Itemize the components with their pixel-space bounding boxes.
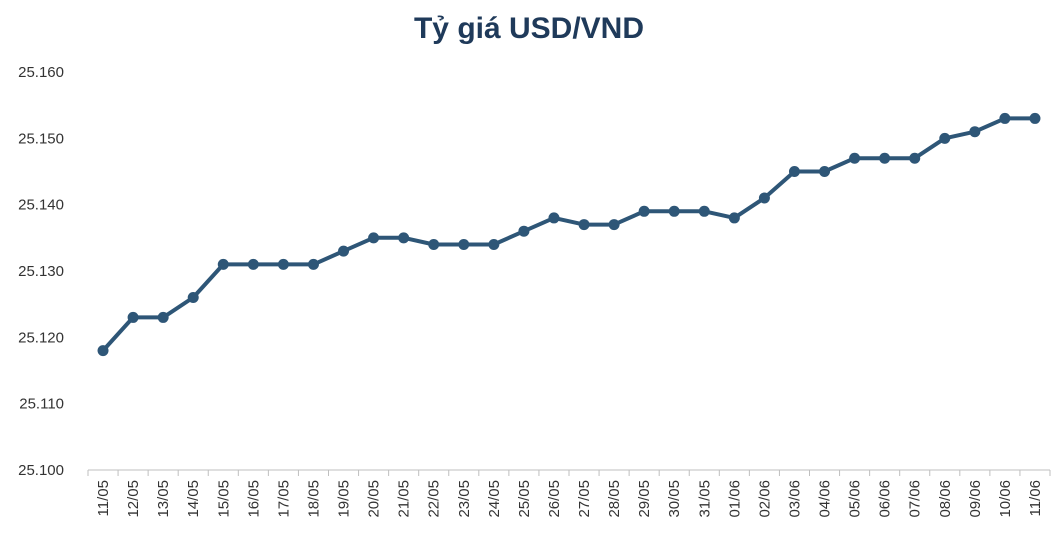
x-tick-label: 30/05 bbox=[666, 480, 683, 518]
y-tick-label: 25.150 bbox=[18, 130, 64, 147]
x-tick-label: 16/05 bbox=[245, 480, 262, 518]
x-tick-label: 21/05 bbox=[396, 480, 413, 518]
data-point bbox=[638, 205, 650, 217]
data-point bbox=[1029, 112, 1041, 124]
y-tick-label: 25.100 bbox=[18, 462, 64, 479]
data-point bbox=[338, 245, 350, 257]
x-tick-label: 19/05 bbox=[336, 480, 353, 518]
x-tick-label: 20/05 bbox=[366, 480, 383, 518]
data-point bbox=[939, 132, 951, 144]
x-tick-label: 18/05 bbox=[305, 480, 322, 518]
data-point bbox=[879, 152, 891, 164]
data-point bbox=[458, 238, 470, 250]
data-point bbox=[247, 258, 259, 270]
x-tick-label: 25/05 bbox=[516, 480, 533, 518]
x-tick-label: 24/05 bbox=[486, 480, 503, 518]
chart-title: Tỷ giá USD/VND bbox=[413, 12, 645, 45]
x-tick-label: 14/05 bbox=[185, 480, 202, 518]
data-point bbox=[999, 112, 1011, 124]
data-point bbox=[398, 232, 410, 244]
data-point bbox=[368, 232, 380, 244]
y-tick-label: 25.140 bbox=[18, 197, 64, 214]
x-tick-label: 29/05 bbox=[636, 480, 653, 518]
y-tick-label: 25.110 bbox=[19, 396, 64, 413]
data-point bbox=[788, 166, 800, 177]
data-point bbox=[127, 311, 139, 323]
data-point bbox=[97, 345, 109, 357]
x-tick-label: 03/06 bbox=[786, 480, 803, 518]
data-point bbox=[849, 152, 861, 164]
data-point bbox=[488, 238, 500, 250]
data-point bbox=[668, 205, 680, 217]
data-point bbox=[187, 292, 199, 304]
data-point bbox=[698, 205, 710, 217]
data-point bbox=[277, 258, 289, 270]
x-tick-label: 05/06 bbox=[847, 480, 864, 518]
x-tick-label: 26/05 bbox=[546, 480, 563, 518]
data-point bbox=[728, 212, 740, 224]
y-tick-label: 25.120 bbox=[18, 329, 64, 346]
x-tick-label: 31/05 bbox=[696, 480, 713, 518]
x-tick-label: 04/06 bbox=[817, 480, 834, 518]
x-tick-label: 11/06 bbox=[1027, 480, 1044, 516]
data-point bbox=[548, 212, 560, 224]
x-tick-label: 13/05 bbox=[155, 480, 172, 518]
data-point bbox=[608, 219, 620, 231]
data-point bbox=[217, 258, 229, 270]
x-tick-label: 07/06 bbox=[907, 480, 924, 518]
x-tick-label: 12/05 bbox=[125, 480, 142, 518]
y-tick-label: 25.130 bbox=[18, 263, 64, 280]
data-point bbox=[819, 166, 831, 177]
data-point bbox=[969, 126, 981, 138]
x-tick-label: 15/05 bbox=[215, 480, 232, 518]
data-point bbox=[758, 192, 770, 204]
data-point bbox=[909, 152, 921, 164]
x-tick-label: 09/06 bbox=[967, 480, 984, 518]
data-point bbox=[518, 225, 530, 237]
x-tick-label: 17/05 bbox=[275, 480, 292, 518]
x-tick-label: 11/05 bbox=[95, 480, 112, 516]
x-tick-label: 28/05 bbox=[606, 480, 623, 518]
data-point bbox=[578, 219, 590, 231]
data-point bbox=[307, 258, 319, 270]
series-line bbox=[101, 116, 1037, 353]
x-tick-label: 27/05 bbox=[576, 480, 593, 518]
x-tick-label: 06/06 bbox=[877, 480, 894, 518]
x-tick-label: 10/06 bbox=[997, 480, 1014, 518]
x-tick-label: 01/06 bbox=[726, 480, 743, 518]
x-tick-label: 23/05 bbox=[456, 480, 473, 518]
data-point bbox=[428, 238, 440, 250]
y-tick-label: 25.160 bbox=[18, 64, 64, 81]
x-tick-label: 02/06 bbox=[756, 480, 773, 518]
data-point bbox=[157, 311, 169, 323]
x-tick-label: 08/06 bbox=[937, 480, 954, 518]
x-tick-label: 22/05 bbox=[426, 480, 443, 518]
